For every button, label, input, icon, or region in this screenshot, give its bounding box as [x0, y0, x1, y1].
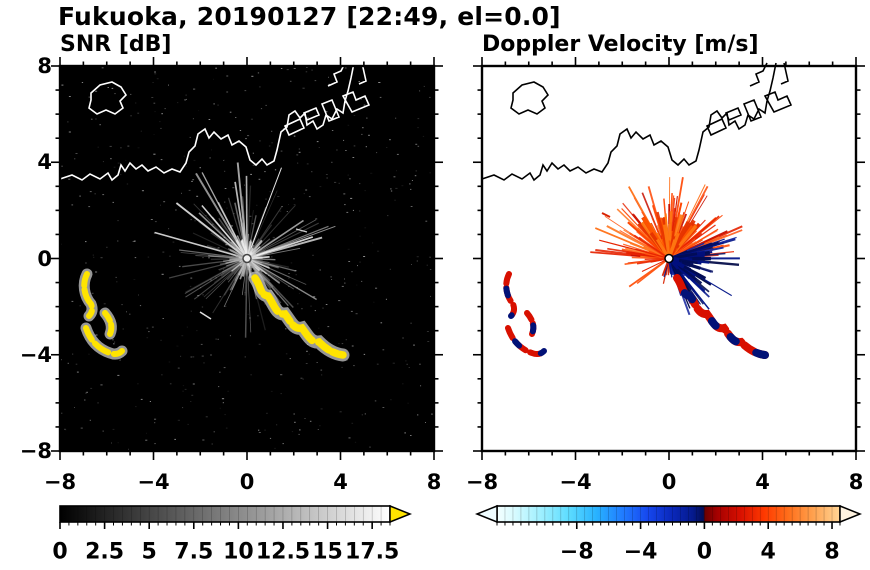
velocity-panel-title: Doppler Velocity [m/s] [482, 32, 759, 57]
colorbar-tick-label: 7.5 [174, 539, 214, 565]
colorbar-tick-label: 0 [696, 539, 713, 565]
colorbar-tick-label: −4 [623, 539, 658, 565]
colorbar-tick-label: 0 [52, 539, 68, 565]
plot-frame [480, 64, 858, 453]
isolated-echo [199, 311, 212, 320]
figure-title: Fukuoka, 20190127 [22:49, el=0.0] [58, 2, 561, 31]
snr-panel [51, 57, 443, 460]
colorbar-tick-label: 17.5 [345, 539, 400, 565]
radar-center-dot [664, 253, 674, 264]
isolated-echo [601, 212, 611, 218]
isolated-echo [295, 228, 308, 233]
x-tick-label: −8 [465, 470, 499, 494]
y-tick-label: 8 [37, 54, 52, 78]
axis-ticks [51, 57, 443, 460]
colorbar-tick-label: 8 [824, 539, 840, 565]
x-tick-label: 4 [755, 470, 770, 494]
y-tick-label: −8 [19, 439, 52, 463]
colorbar-tick-label: 5 [141, 539, 157, 565]
snr-colorbar [59, 504, 413, 529]
x-tick-label: −8 [43, 470, 77, 494]
colorbar-over-range-arrow [389, 504, 413, 524]
x-tick-label: 0 [661, 470, 677, 494]
x-tick-label: 0 [239, 470, 255, 494]
colorbar-ticks [59, 505, 391, 529]
clutter-spokes [154, 162, 336, 338]
colorbar-ticks [496, 505, 841, 529]
radar-center-dot [242, 253, 252, 264]
y-tick-label: −4 [19, 342, 52, 367]
noise-speckle [60, 66, 433, 450]
colorbar-tick-label: 4 [760, 539, 776, 565]
colorbar-tick-label: 12.5 [255, 539, 311, 565]
velocity-colorbar [474, 504, 863, 529]
colorbar-over-range-arrow [839, 504, 863, 524]
y-tick-label: 4 [37, 150, 52, 175]
y-tick-label: 0 [37, 246, 52, 271]
velocity-panel [473, 57, 865, 460]
colorbar-under-range-arrow [474, 504, 498, 524]
colorbar-tick-label: 15 [312, 539, 343, 565]
colorbar-tick-label: 2.5 [85, 539, 125, 565]
x-tick-label: 8 [426, 470, 442, 494]
x-tick-label: −4 [137, 470, 170, 494]
x-tick-label: 8 [848, 470, 864, 494]
snr-panel-title: SNR [dB] [60, 32, 172, 57]
colorbar-tick-label: −8 [559, 539, 594, 565]
plot-frame [58, 64, 436, 453]
velocity-spokes [590, 177, 743, 316]
x-tick-label: −4 [559, 470, 592, 494]
colorbar-tick-label: 10 [223, 539, 254, 565]
x-tick-label: 4 [333, 470, 348, 494]
